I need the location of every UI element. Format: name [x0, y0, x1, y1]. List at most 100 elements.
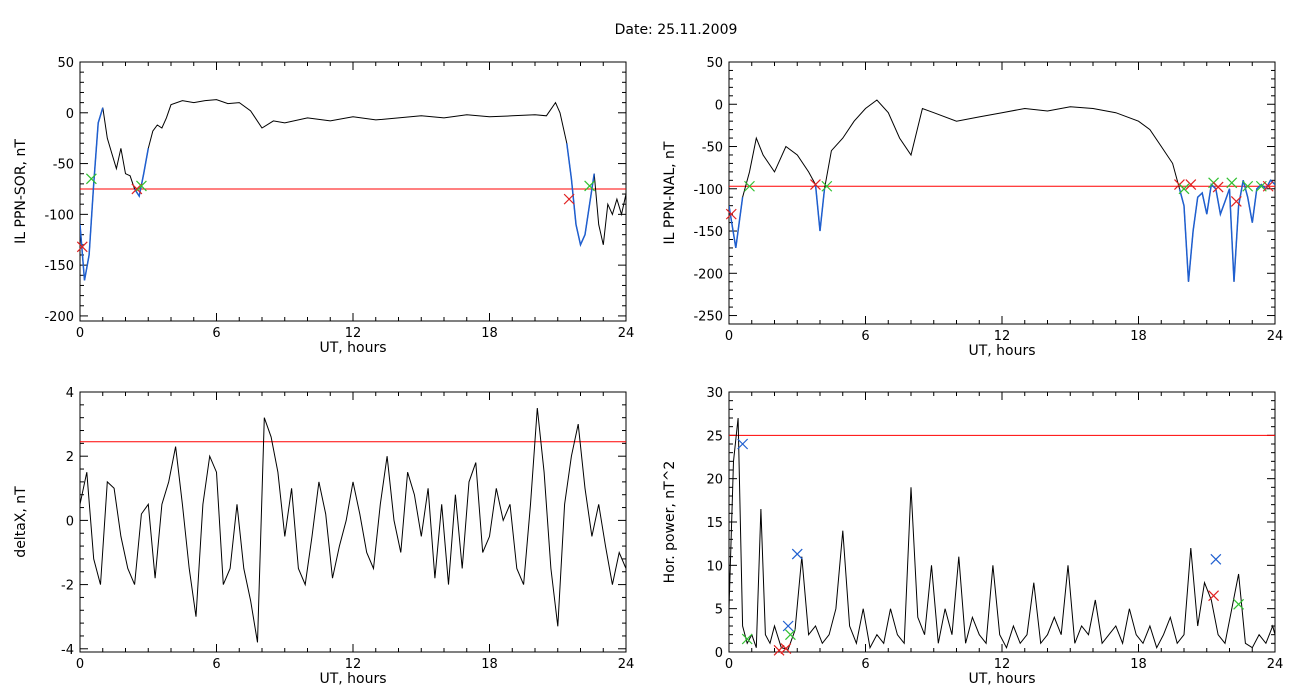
marker-stroke — [1212, 181, 1224, 193]
highlight-segment — [1178, 179, 1275, 282]
x-tick-label: 18 — [481, 326, 498, 341]
blue-x-marker — [782, 620, 794, 632]
x-axis-label: UT, hours — [968, 343, 1035, 359]
marker-stroke — [810, 179, 821, 190]
y-tick-label: -100 — [44, 208, 74, 223]
x-tick-label: 6 — [861, 657, 869, 672]
marker-stroke — [1185, 179, 1197, 190]
blue-x-marker — [1210, 553, 1222, 565]
red-x-marker — [1212, 181, 1224, 193]
red-x-marker — [131, 183, 143, 195]
marker-stroke — [782, 620, 794, 632]
marker-stroke — [1242, 180, 1254, 192]
series-line — [80, 407, 626, 643]
chart-panel-1: 0 6 12 18 24 -200 -150 -100 -50 0 50 UT, hours IL PP… — [13, 56, 634, 356]
y-tick-label: 30 — [706, 386, 723, 401]
highlight-segment — [566, 143, 595, 248]
x-axis-label: UT, hours — [968, 671, 1035, 687]
red-x-marker — [1208, 590, 1219, 602]
red-x-marker — [810, 179, 821, 190]
highlight-segment — [814, 184, 826, 232]
red-x-marker — [76, 241, 88, 253]
series-line — [729, 417, 1275, 650]
x-tick-label: 12 — [345, 326, 362, 341]
red-x-marker — [725, 208, 737, 220]
green-x-marker — [1242, 180, 1254, 192]
x-tick-label: 0 — [76, 326, 84, 341]
marker-stroke — [785, 629, 796, 641]
marker-stroke — [780, 643, 792, 654]
marker-stroke — [1208, 590, 1219, 602]
plot-frame — [79, 391, 627, 653]
y-tick-label: -50 — [53, 158, 74, 173]
x-tick-label: 12 — [994, 657, 1011, 672]
green-x-marker — [1226, 177, 1238, 189]
marker-stroke — [1178, 183, 1190, 195]
chart-panel-4: 0 6 12 18 24 0 5 10 15 20 25 30 UT, hours Hor. power,… — [662, 386, 1283, 687]
page-title: Date: 25.11.2009 — [615, 22, 738, 38]
x-tick-label: 18 — [481, 657, 498, 672]
plot-frame — [728, 61, 1276, 325]
marker-stroke — [136, 180, 147, 192]
y-tick-label: 50 — [706, 56, 723, 71]
red-x-marker — [1230, 196, 1242, 207]
green-x-marker — [821, 180, 833, 192]
x-tick-label: 6 — [861, 329, 869, 344]
green-x-marker — [584, 180, 596, 192]
green-x-marker — [741, 633, 753, 645]
y-axis-label: deltaX, nT — [13, 486, 29, 558]
x-tick-label: 24 — [618, 657, 635, 672]
x-axis-label: UT, hours — [319, 671, 386, 687]
marker-stroke — [584, 180, 596, 192]
marker-stroke — [1230, 196, 1242, 207]
y-tick-label: -150 — [44, 259, 74, 274]
green-x-marker — [85, 173, 97, 185]
y-axis-label: Hor. power, nT^2 — [662, 461, 678, 584]
green-x-marker — [1233, 598, 1245, 610]
highlight-segment — [729, 197, 744, 249]
x-tick-label: 18 — [1130, 657, 1147, 672]
marker-stroke — [131, 183, 143, 195]
marker-stroke — [85, 173, 97, 185]
plot-frame — [728, 391, 1276, 653]
marker-stroke — [76, 241, 88, 253]
x-tick-label: 12 — [994, 329, 1011, 344]
marker-stroke — [821, 180, 833, 192]
marker-stroke — [737, 438, 749, 450]
marker-stroke — [1262, 180, 1274, 192]
y-tick-label: 0 — [66, 514, 74, 529]
x-tick-label: 24 — [1267, 657, 1284, 672]
highlight-segment — [80, 107, 104, 281]
green-x-marker — [136, 180, 147, 192]
y-axis-label: IL PPN-SOR, nT — [13, 139, 29, 244]
y-tick-label: -50 — [702, 141, 723, 156]
green-x-marker — [744, 180, 755, 192]
marker-stroke — [773, 644, 785, 656]
x-tick-label: 0 — [76, 657, 84, 672]
green-x-marker — [1178, 183, 1190, 195]
marker-stroke — [791, 548, 803, 560]
y-tick-label: -200 — [44, 310, 74, 325]
y-tick-label: 0 — [715, 646, 723, 661]
red-x-marker — [773, 644, 785, 656]
y-tick-label: -4 — [61, 643, 74, 658]
y-tick-label: -250 — [693, 310, 723, 325]
red-x-marker — [1262, 180, 1274, 192]
y-tick-label: 10 — [706, 559, 723, 574]
x-tick-label: 24 — [618, 326, 635, 341]
red-x-marker — [563, 193, 575, 205]
x-tick-label: 6 — [212, 326, 220, 341]
marker-stroke — [563, 193, 575, 205]
y-tick-label: 0 — [66, 107, 74, 122]
marker-stroke — [1210, 553, 1222, 565]
y-tick-label: -150 — [693, 225, 723, 240]
y-tick-label: 15 — [706, 516, 723, 531]
y-tick-label: 5 — [715, 603, 723, 618]
blue-x-marker — [791, 548, 803, 560]
y-axis-label: IL PPN-NAL, nT — [662, 141, 678, 244]
marker-stroke — [725, 208, 737, 220]
red-x-marker — [1185, 179, 1197, 190]
y-tick-label: -2 — [61, 579, 74, 594]
y-tick-label: 4 — [66, 386, 74, 401]
